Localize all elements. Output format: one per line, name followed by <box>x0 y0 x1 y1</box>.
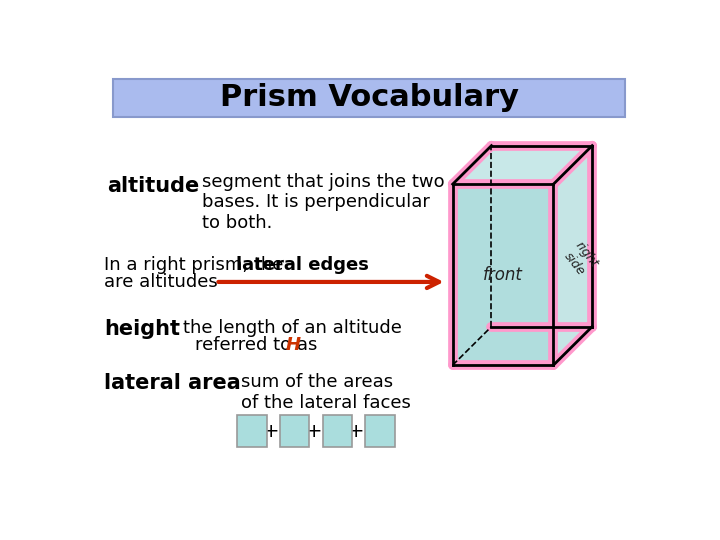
Bar <box>365 415 395 448</box>
Bar <box>113 79 625 117</box>
Text: the length of an altitude: the length of an altitude <box>183 319 402 337</box>
Text: +: + <box>348 422 365 441</box>
Text: front: front <box>483 266 523 284</box>
Text: In a right prism, the: In a right prism, the <box>104 256 289 274</box>
Text: referred to as: referred to as <box>194 336 323 354</box>
Text: H: H <box>286 336 301 354</box>
Text: lateral area: lateral area <box>104 373 240 393</box>
Polygon shape <box>554 146 593 365</box>
Bar <box>280 415 310 448</box>
Bar <box>238 415 266 448</box>
Text: height: height <box>104 319 180 339</box>
Polygon shape <box>453 184 554 365</box>
Text: Prism Vocabulary: Prism Vocabulary <box>220 83 518 112</box>
Bar <box>323 415 352 448</box>
Text: sum of the areas
of the lateral faces: sum of the areas of the lateral faces <box>241 373 411 411</box>
Text: lateral edges: lateral edges <box>235 256 369 274</box>
Text: +: + <box>263 422 279 441</box>
Text: are altitudes: are altitudes <box>104 273 217 292</box>
Text: right
side: right side <box>561 239 600 279</box>
Text: segment that joins the two
bases. It is perpendicular
to both.: segment that joins the two bases. It is … <box>202 173 445 232</box>
Text: altitude: altitude <box>107 177 199 197</box>
Text: +: + <box>306 422 323 441</box>
Polygon shape <box>453 146 593 184</box>
